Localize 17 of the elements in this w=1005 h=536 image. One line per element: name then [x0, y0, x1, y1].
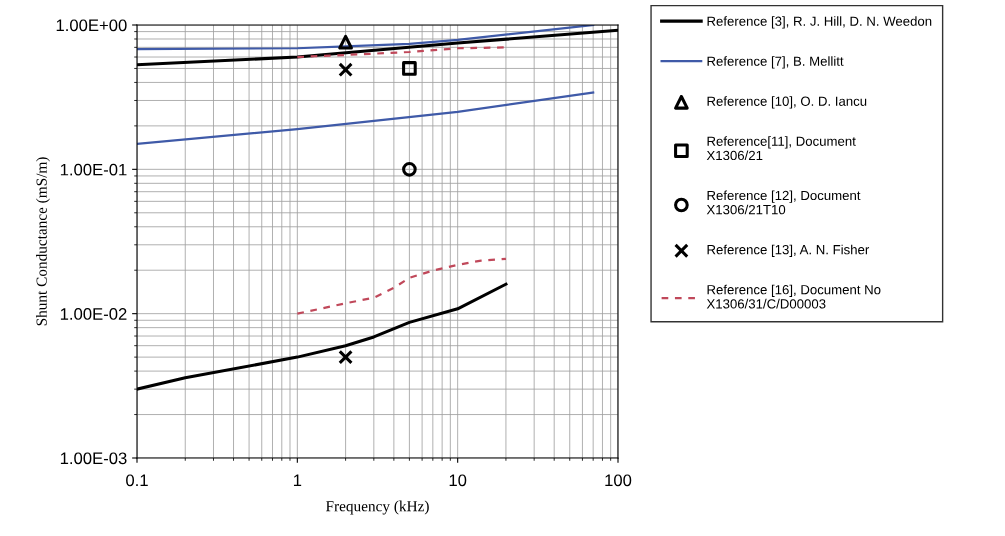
x-tick-label: 100 — [605, 474, 632, 487]
y-tick-label: 1.00E-02 — [60, 308, 127, 320]
legend-label: Reference [12], Document X1306/21T10 — [706, 190, 861, 215]
x-tick-label: 0.1 — [126, 474, 148, 487]
legend-label: Reference [16], Document No X1306/31/C/D00003 — [706, 284, 881, 309]
y-tick-label: 1.00E-03 — [60, 452, 127, 465]
legend-label: Reference [7], B. Mellitt — [707, 56, 844, 69]
y-tick-label: 1.00E-01 — [60, 163, 127, 176]
x-axis-title: Frequency (kHz) — [325, 500, 429, 515]
x-tick-label: 10 — [449, 474, 467, 487]
y-axis-title: Shunt Conductance (mS/m) — [36, 157, 50, 326]
legend-label: Reference [13], A. N. Fisher — [707, 244, 870, 257]
y-tick-label: 1.00E+00 — [56, 19, 127, 32]
legend-label: Reference [3], R. J. Hill, D. N. Weedon — [707, 16, 932, 29]
x-tick-label: 1 — [293, 474, 302, 487]
legend-label: Reference[11], Document X1306/21 — [706, 136, 856, 161]
legend-label: Reference [10], O. D. Iancu — [707, 96, 867, 109]
